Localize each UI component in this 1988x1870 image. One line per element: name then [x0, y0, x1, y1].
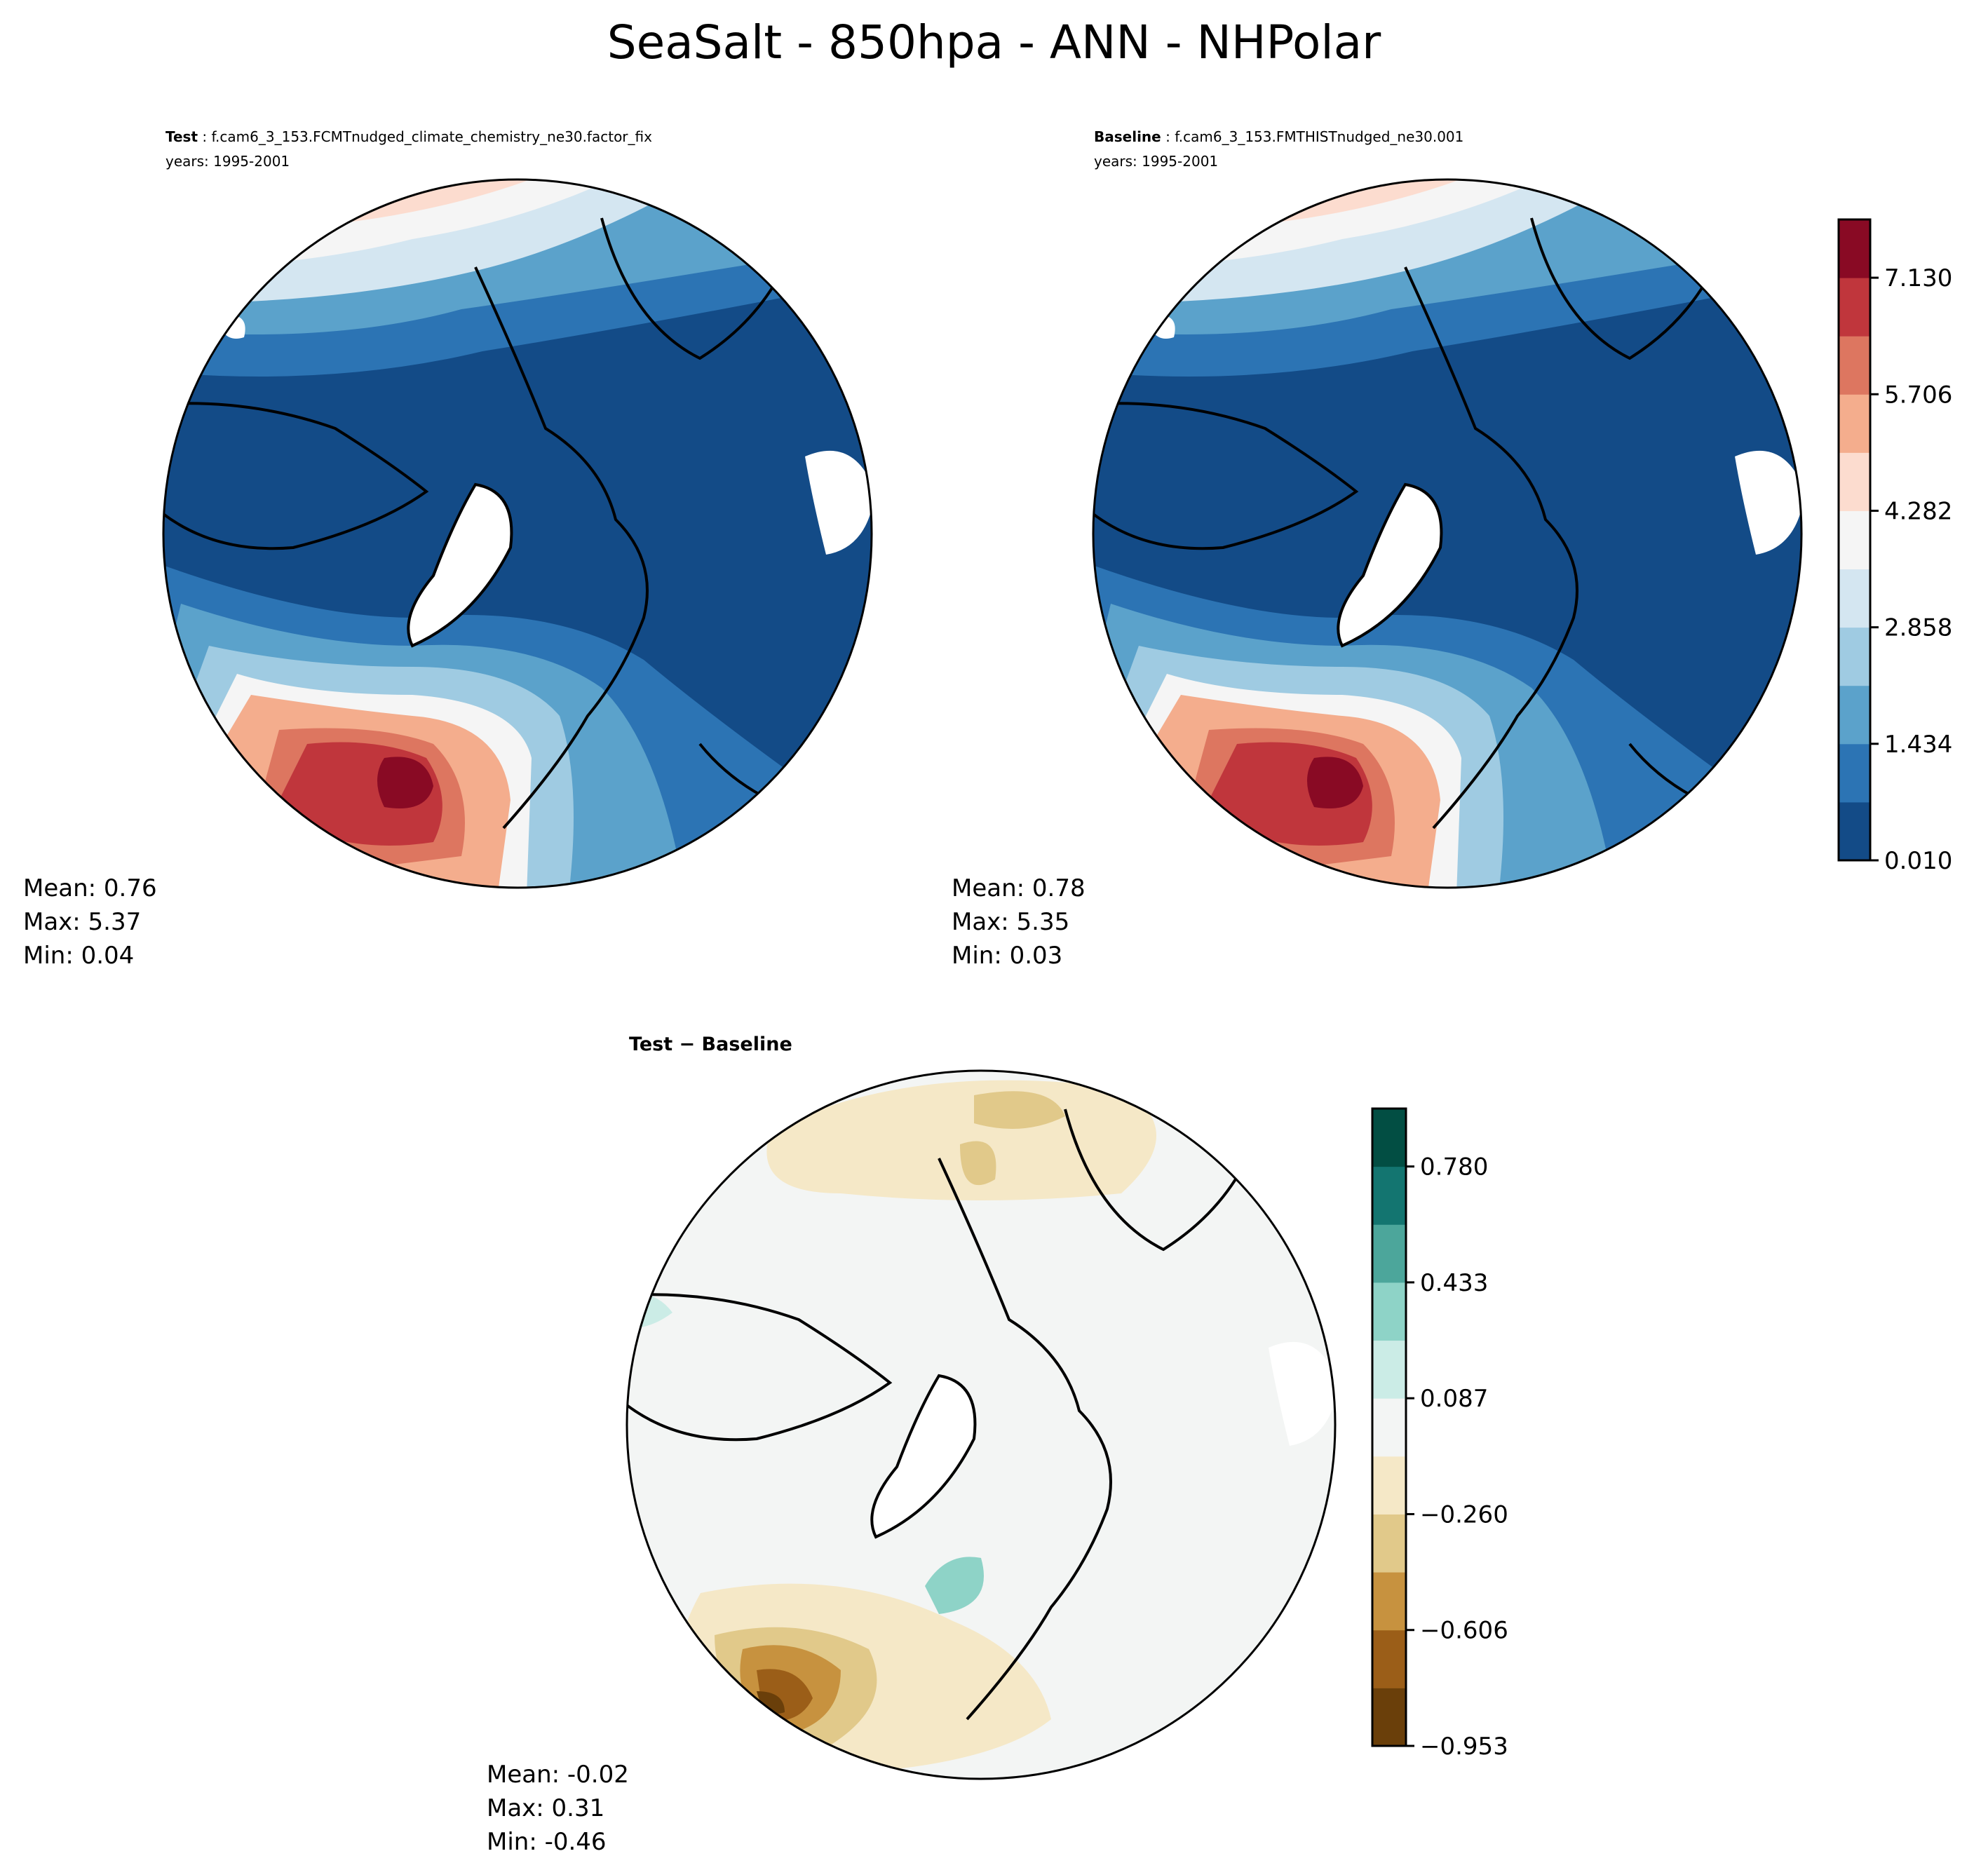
seasalt-colorbar-tick-label: 2.858 — [1884, 614, 1952, 642]
difference-mean: Mean: -0.02 — [487, 1761, 629, 1789]
seasalt-colorbar-band — [1839, 569, 1870, 628]
colorbar-seasalt: 0.010 1.434 2.858 4.282 5.706 7.130 — [1837, 218, 1952, 875]
difference-colorbar-tick-label: 0.433 — [1420, 1269, 1488, 1297]
test-subtitle: Test : f.cam6_3_153.FCMTnudged_climate_c… — [165, 128, 652, 170]
baseline-subtitle: Baseline : f.cam6_3_153.FMTHISTnudged_ne… — [1094, 128, 1464, 170]
difference-colorbar-band — [1372, 1572, 1406, 1631]
difference-colorbar-band — [1372, 1688, 1406, 1747]
difference-colorbar-band — [1372, 1166, 1406, 1225]
baseline-case: f.cam6_3_153.FMTHISTnudged_ne30.001 — [1175, 128, 1464, 145]
difference-colorbar-band — [1372, 1398, 1406, 1457]
seasalt-colorbar-tick-label: 5.706 — [1884, 381, 1952, 409]
seasalt-colorbar-tick-label: 1.434 — [1884, 731, 1952, 759]
seasalt-colorbar-band — [1839, 278, 1870, 337]
difference-colorbar-band — [1372, 1109, 1406, 1167]
figure-title: SeaSalt - 850hpa - ANN - NHPolar — [607, 15, 1381, 69]
test-case: f.cam6_3_153.FCMTnudged_climate_chemistr… — [211, 128, 652, 145]
difference-colorbar-tick-label: 0.087 — [1420, 1385, 1488, 1413]
difference-min: Min: -0.46 — [487, 1828, 607, 1856]
seasalt-colorbar-band — [1839, 394, 1870, 453]
test-stats: Mean: 0.76 Max: 5.37 Min: 0.04 — [23, 872, 157, 973]
difference-colorbar-band — [1372, 1340, 1406, 1399]
colorbar-difference: −0.953 −0.606 −0.260 0.087 0.433 0.780 — [1371, 1107, 1508, 1761]
baseline-map-boundary — [1092, 178, 1803, 889]
test-label: Test — [165, 128, 198, 145]
difference-colorbar-band — [1372, 1630, 1406, 1688]
test-years: years: 1995-2001 — [165, 153, 290, 170]
seasalt-colorbar-band — [1839, 336, 1870, 395]
baseline-min: Min: 0.03 — [952, 942, 1063, 970]
difference-colorbar-tick-label: −0.606 — [1420, 1617, 1508, 1645]
baseline-stats: Mean: 0.78 Max: 5.35 Min: 0.03 — [952, 872, 1086, 973]
baseline-map — [1093, 179, 1801, 888]
test-min: Min: 0.04 — [23, 942, 135, 970]
seasalt-colorbar-band — [1839, 452, 1870, 511]
baseline-label: Baseline — [1094, 128, 1161, 145]
difference-map — [627, 1071, 1335, 1779]
difference-colorbar-band — [1372, 1282, 1406, 1341]
difference-map-boundary — [626, 1069, 1337, 1780]
seasalt-colorbar-band — [1839, 627, 1870, 686]
baseline-max: Max: 5.35 — [952, 908, 1070, 936]
seasalt-colorbar-tick-label: 0.010 — [1884, 847, 1952, 875]
test-map-boundary — [162, 178, 873, 889]
seasalt-colorbar-tick-label: 7.130 — [1884, 264, 1952, 292]
difference-colorbar-tick-label: 0.780 — [1420, 1153, 1488, 1181]
seasalt-colorbar-band — [1839, 219, 1870, 278]
seasalt-colorbar-tick-label: 4.282 — [1884, 497, 1952, 525]
difference-title: Test − Baseline — [629, 1034, 792, 1055]
seasalt-colorbar-band — [1839, 801, 1870, 861]
difference-colorbar-tick-label: −0.953 — [1420, 1733, 1508, 1761]
difference-stats: Mean: -0.02 Max: 0.31 Min: -0.46 — [487, 1758, 629, 1859]
baseline-years: years: 1995-2001 — [1094, 153, 1219, 170]
seasalt-colorbar-band — [1839, 510, 1870, 570]
baseline-mean: Mean: 0.78 — [952, 874, 1086, 902]
seasalt-colorbar-frame — [1837, 218, 1872, 862]
difference-colorbar-tick-label: −0.260 — [1420, 1500, 1508, 1529]
difference-colorbar-band — [1372, 1456, 1406, 1515]
test-map — [163, 179, 872, 888]
difference-colorbar-band — [1372, 1514, 1406, 1573]
difference-colorbar-frame — [1371, 1107, 1407, 1747]
test-max: Max: 5.37 — [23, 908, 142, 936]
test-mean: Mean: 0.76 — [23, 874, 157, 902]
seasalt-colorbar-band — [1839, 685, 1870, 745]
seasalt-colorbar-band — [1839, 743, 1870, 803]
difference-max: Max: 0.31 — [487, 1794, 605, 1822]
difference-colorbar-band — [1372, 1224, 1406, 1283]
